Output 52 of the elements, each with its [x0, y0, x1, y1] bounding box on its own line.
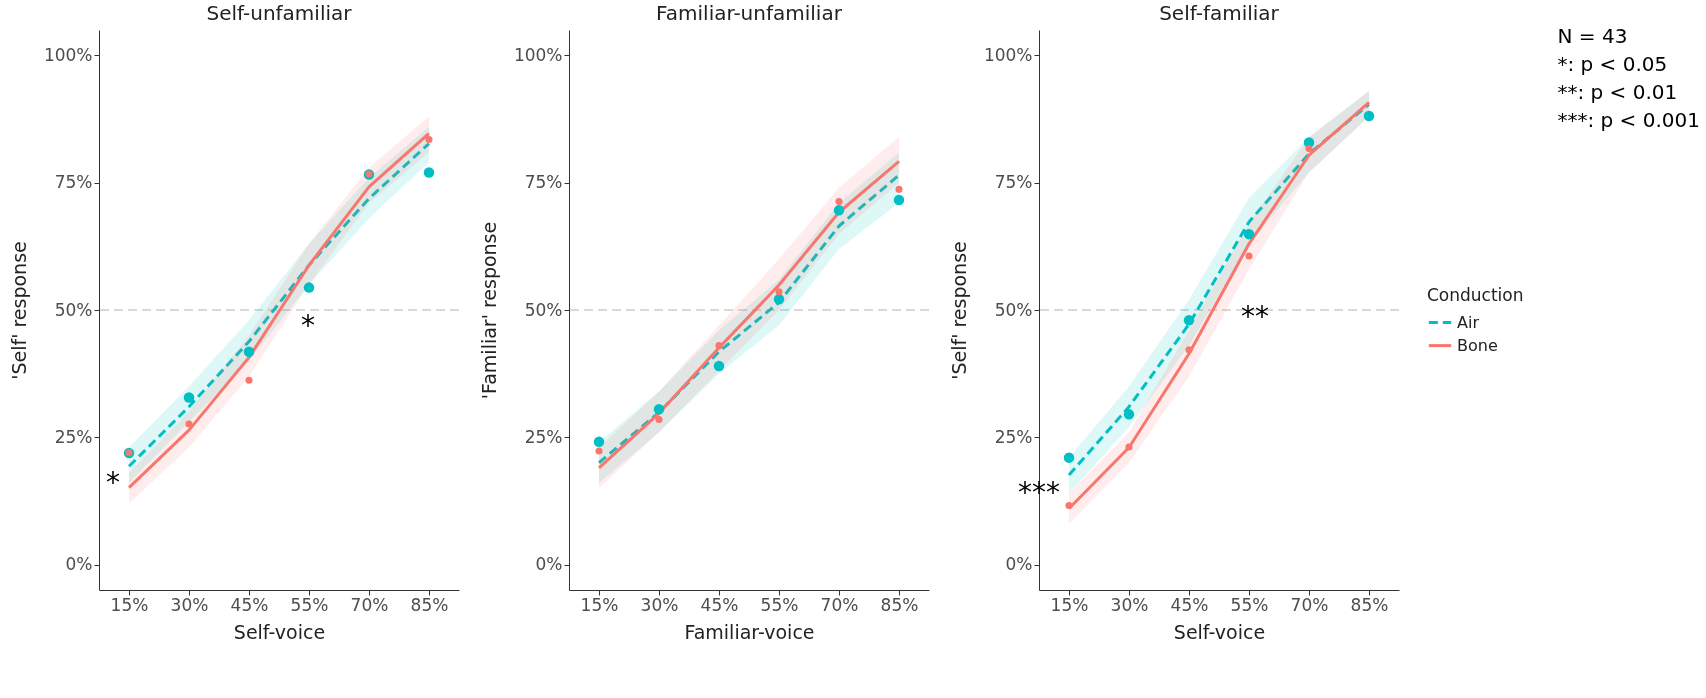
y-axis-title: 'Self' response	[947, 241, 970, 380]
y-tick-label: 100%	[983, 44, 1033, 65]
x-tick-label: 70%	[820, 594, 859, 615]
x-tick-label: 55%	[1230, 594, 1269, 615]
y-tick-label: 75%	[54, 172, 93, 193]
x-tick-label: 55%	[290, 594, 329, 615]
x-axis-title: Familiar-voice	[684, 620, 815, 643]
chart-title: Self-unfamiliar	[206, 1, 353, 25]
y-tick-label: 75%	[524, 172, 563, 193]
x-tick-label: 55%	[760, 594, 799, 615]
x-tick-label: 15%	[580, 594, 619, 615]
legend-label: Bone	[1457, 335, 1498, 355]
x-tick-label: 45%	[1170, 594, 1209, 615]
x-tick-label: 85%	[880, 594, 919, 615]
x-tick-label: 45%	[230, 594, 269, 615]
x-axis-title: Self-voice	[1173, 620, 1266, 643]
x-tick-label: 70%	[350, 594, 389, 615]
y-tick-label: 0%	[65, 554, 93, 575]
x-tick-label: 45%	[700, 594, 739, 615]
y-tick-label: 25%	[54, 426, 93, 447]
legend-title: Conduction	[1427, 284, 1524, 305]
y-axis-title: 'Familiar' response	[477, 221, 500, 400]
x-tick-label: 30%	[170, 594, 209, 615]
x-axis-title: Self-voice	[233, 620, 326, 643]
annotation: **	[1241, 300, 1269, 334]
y-tick-label: 25%	[994, 426, 1033, 447]
y-tick-label: 25%	[524, 426, 563, 447]
y-axis-title: 'Self' response	[7, 241, 30, 380]
y-tick-label: 75%	[994, 172, 1033, 193]
x-tick-label: 30%	[1110, 594, 1149, 615]
text: ***: p < 0.001	[1557, 107, 1700, 134]
x-tick-label: 15%	[1050, 594, 1089, 615]
x-tick-label: 30%	[640, 594, 679, 615]
y-tick-label: 50%	[994, 299, 1033, 320]
text: **: p < 0.01	[1557, 79, 1679, 106]
y-tick-label: 0%	[1005, 554, 1033, 575]
y-tick-label: 0%	[535, 554, 563, 575]
chart-title: Self-familiar	[1159, 1, 1280, 25]
chart-title: Familiar-unfamiliar	[656, 1, 843, 25]
y-tick-label: 100%	[513, 44, 563, 65]
y-tick-label: 50%	[524, 299, 563, 320]
annotation: *	[301, 309, 315, 343]
x-tick-label: 85%	[1350, 594, 1389, 615]
legend-label: Air	[1457, 312, 1480, 332]
x-tick-label: 70%	[1290, 594, 1329, 615]
x-tick-label: 85%	[410, 594, 449, 615]
text: N = 43	[1557, 23, 1629, 50]
annotation: *	[106, 466, 120, 499]
text: *: p < 0.05	[1557, 51, 1669, 78]
y-tick-label: 50%	[54, 299, 93, 320]
y-tick-label: 100%	[43, 44, 93, 65]
x-tick-label: 15%	[110, 594, 149, 615]
